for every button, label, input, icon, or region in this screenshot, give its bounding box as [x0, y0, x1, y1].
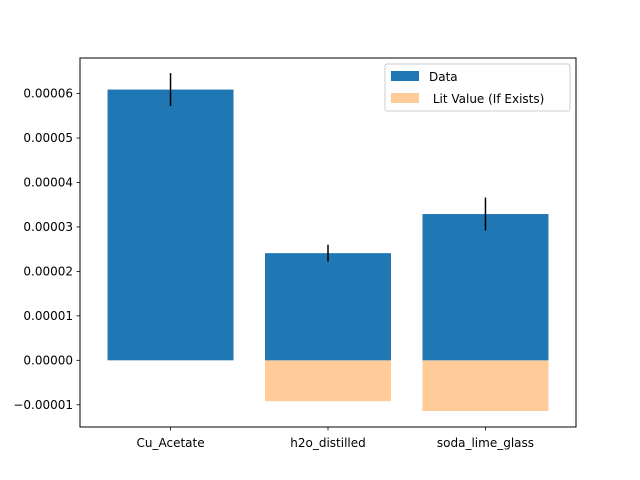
y-tick-label: 0.00000	[23, 353, 73, 367]
data-bar-Cu_Acetate	[107, 89, 234, 361]
legend-swatch	[391, 71, 419, 81]
error-bars	[169, 73, 487, 262]
legend-label: Data	[429, 70, 458, 84]
y-tick-label: 0.00005	[23, 131, 73, 145]
lit-value-bars	[265, 360, 549, 411]
data-bar-soda_lime_glass	[422, 214, 549, 361]
x-tick-label: Cu_Acetate	[136, 436, 204, 450]
legend-label: Lit Value (If Exists)	[429, 92, 544, 106]
y-tick-label: 0.00001	[23, 309, 73, 323]
x-tick-label: soda_lime_glass	[437, 436, 534, 450]
y-tick-label: 0.00006	[23, 87, 73, 101]
y-tick-label: −0.00001	[13, 398, 73, 412]
legend-box	[384, 63, 571, 112]
lit-bar-h2o_distilled	[265, 360, 391, 402]
y-axis: −0.00001 0.00000 0.00001 0.00002 0.00003 0.00…	[13, 87, 80, 412]
lit-bar-soda_lime_glass	[422, 360, 549, 411]
y-tick-label: 0.00004	[23, 175, 73, 189]
y-tick-label: 0.00002	[23, 264, 73, 278]
data-bar-h2o_distilled	[265, 253, 391, 361]
data-bars	[107, 89, 549, 361]
legend: Data Lit Value (If Exists)	[384, 63, 571, 112]
x-tick-label: h2o_distilled	[290, 436, 366, 450]
legend-swatch	[391, 93, 419, 103]
x-axis: Cu_Acetate h2o_distilled soda_lime_glass	[136, 427, 534, 450]
y-tick-label: 0.00003	[23, 220, 73, 234]
